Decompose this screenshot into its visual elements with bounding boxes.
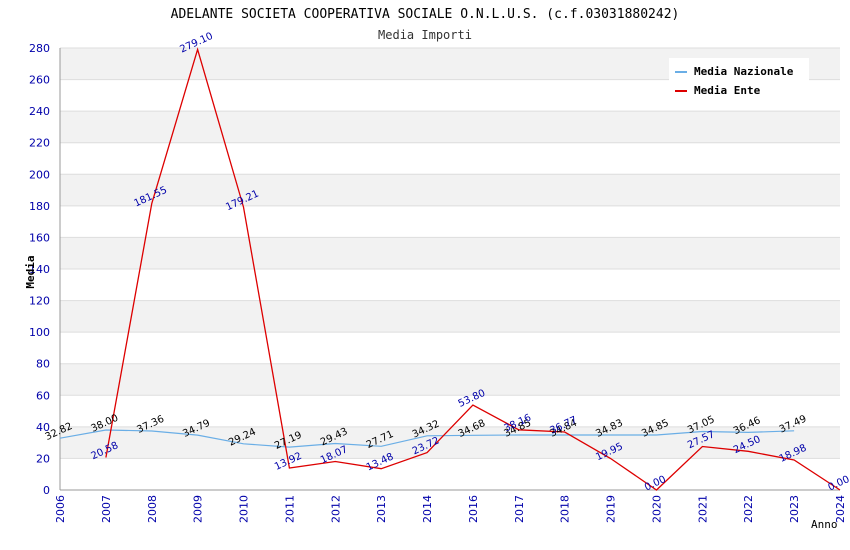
legend-label-media-ente: Media Ente [694, 84, 761, 97]
series-line-media-nazionale [59, 429, 795, 448]
chart-subtitle: Media Importi [378, 28, 472, 42]
x-tick-label: 2024 [834, 495, 847, 523]
grid-band [60, 332, 840, 364]
y-axis-label: Media [24, 255, 37, 288]
y-tick-label: 280 [29, 42, 50, 55]
x-tick-label: 2012 [329, 495, 342, 523]
y-tick-label: 120 [29, 295, 50, 308]
x-tick-label: 2011 [283, 495, 296, 523]
x-tick-label: 2014 [421, 495, 434, 523]
x-tick-labels: 2006 2007 2008 2009 2010 2011 2012 2013 2014 2016… [54, 495, 847, 523]
grid-band [60, 111, 840, 143]
y-tick-label: 60 [36, 389, 50, 402]
y-tick-label: 80 [36, 358, 50, 371]
grid-band [60, 300, 840, 333]
x-tick-label: 2016 [467, 495, 480, 523]
grid-band [60, 269, 840, 301]
y-tick-labels: 0 20 40 60 80 100 120 140 160 180 200 220 240 260 280 [29, 42, 50, 497]
grid-band [60, 174, 840, 206]
x-tick-label: 2022 [742, 495, 755, 523]
x-tick-label: 2010 [238, 495, 251, 523]
x-tick-label: 2008 [146, 495, 159, 523]
legend-box [669, 58, 809, 104]
grid-band [60, 205, 840, 238]
y-tick-label: 40 [36, 421, 50, 434]
y-tick-label: 0 [43, 484, 50, 497]
y-tick-label: 240 [29, 105, 50, 118]
x-tick-label: 2018 [559, 495, 572, 523]
y-tick-label: 140 [29, 263, 50, 276]
grid-band [60, 395, 840, 427]
y-tick-label: 260 [29, 74, 50, 87]
x-tick-label: 2023 [788, 495, 801, 523]
y-tick-label: 160 [29, 231, 50, 244]
x-axis-label: Anno [811, 518, 838, 531]
grid-band [60, 458, 840, 490]
legend-label-media-nazionale: Media Nazionale [694, 65, 794, 78]
y-tick-label: 220 [29, 137, 50, 150]
x-tick-label: 2013 [375, 495, 388, 523]
legend: Media Nazionale Media Ente [669, 58, 809, 104]
x-tick-label: 2007 [100, 495, 113, 523]
series-group [59, 47, 841, 491]
grid-band [60, 237, 840, 269]
grid-band [60, 363, 840, 396]
y-tick-label: 180 [29, 200, 50, 213]
x-tick-label: 2006 [54, 495, 67, 523]
grid-lines [60, 47, 840, 491]
y-tick-label: 100 [29, 326, 50, 339]
x-tick-label: 2021 [696, 495, 709, 523]
x-tick-label: 2019 [605, 495, 618, 523]
x-tick-label: 2009 [192, 495, 205, 523]
chart-title: ADELANTE SOCIETA COOPERATIVA SOCIALE O.N… [171, 7, 680, 22]
y-tick-label: 200 [29, 168, 50, 181]
x-tick-label: 2020 [650, 495, 663, 523]
series-line-media-ente [105, 47, 841, 491]
x-tick-label: 2017 [513, 495, 526, 523]
grid-band [60, 142, 840, 175]
y-tick-label: 20 [36, 452, 50, 465]
